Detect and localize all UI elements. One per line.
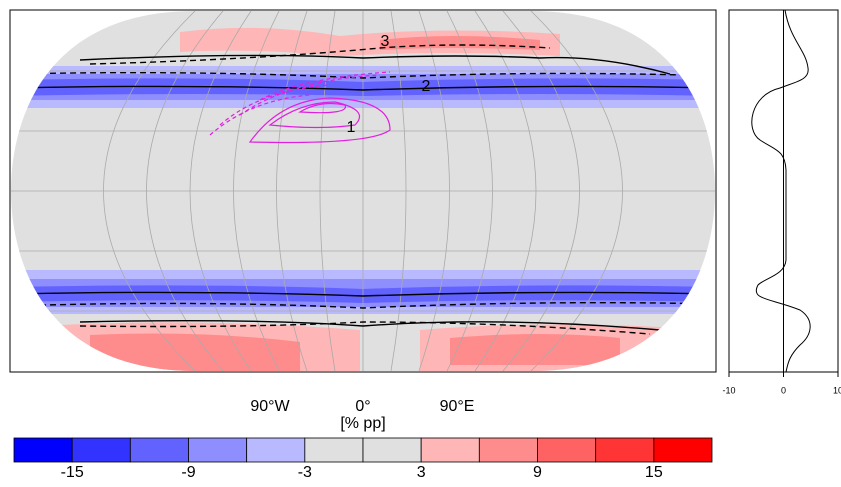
- lon-label: 0°: [355, 398, 370, 415]
- colorbar-swatch: [362, 437, 422, 463]
- profile-tick-label: 10: [833, 385, 841, 395]
- unit-label: [% pp]: [340, 415, 385, 432]
- contour-label: 3: [381, 33, 390, 50]
- colorbar-label: 9: [533, 464, 542, 481]
- colorbar-swatch: [246, 437, 306, 463]
- profile-curve: [751, 9, 811, 373]
- colorbar-label: -9: [181, 464, 195, 481]
- colorbar-swatch: [129, 437, 189, 463]
- colorbar-swatch: [653, 437, 713, 463]
- map-field: [11, 11, 715, 371]
- colorbar-swatch: [595, 437, 655, 463]
- profile-tick-label: -10: [722, 385, 735, 395]
- lon-label: 90°W: [250, 398, 290, 415]
- colorbar-label: 3: [417, 464, 426, 481]
- colorbar-swatch: [71, 437, 131, 463]
- colorbar-label: -3: [298, 464, 312, 481]
- colorbar-label: 15: [645, 464, 663, 481]
- lon-label: 90°E: [440, 398, 475, 415]
- contour-label: 1: [347, 119, 356, 136]
- colorbar-swatch: [304, 437, 364, 463]
- colorbar-swatch: [420, 437, 480, 463]
- colorbar-swatch: [537, 437, 597, 463]
- colorbar-swatch: [188, 437, 248, 463]
- colorbar-swatch: [13, 437, 73, 463]
- map-frame: [9, 9, 717, 373]
- contour-label: 2: [422, 78, 431, 95]
- profile-tick-label: 0: [781, 385, 786, 395]
- colorbar-label: -15: [61, 464, 84, 481]
- colorbar-swatch: [478, 437, 538, 463]
